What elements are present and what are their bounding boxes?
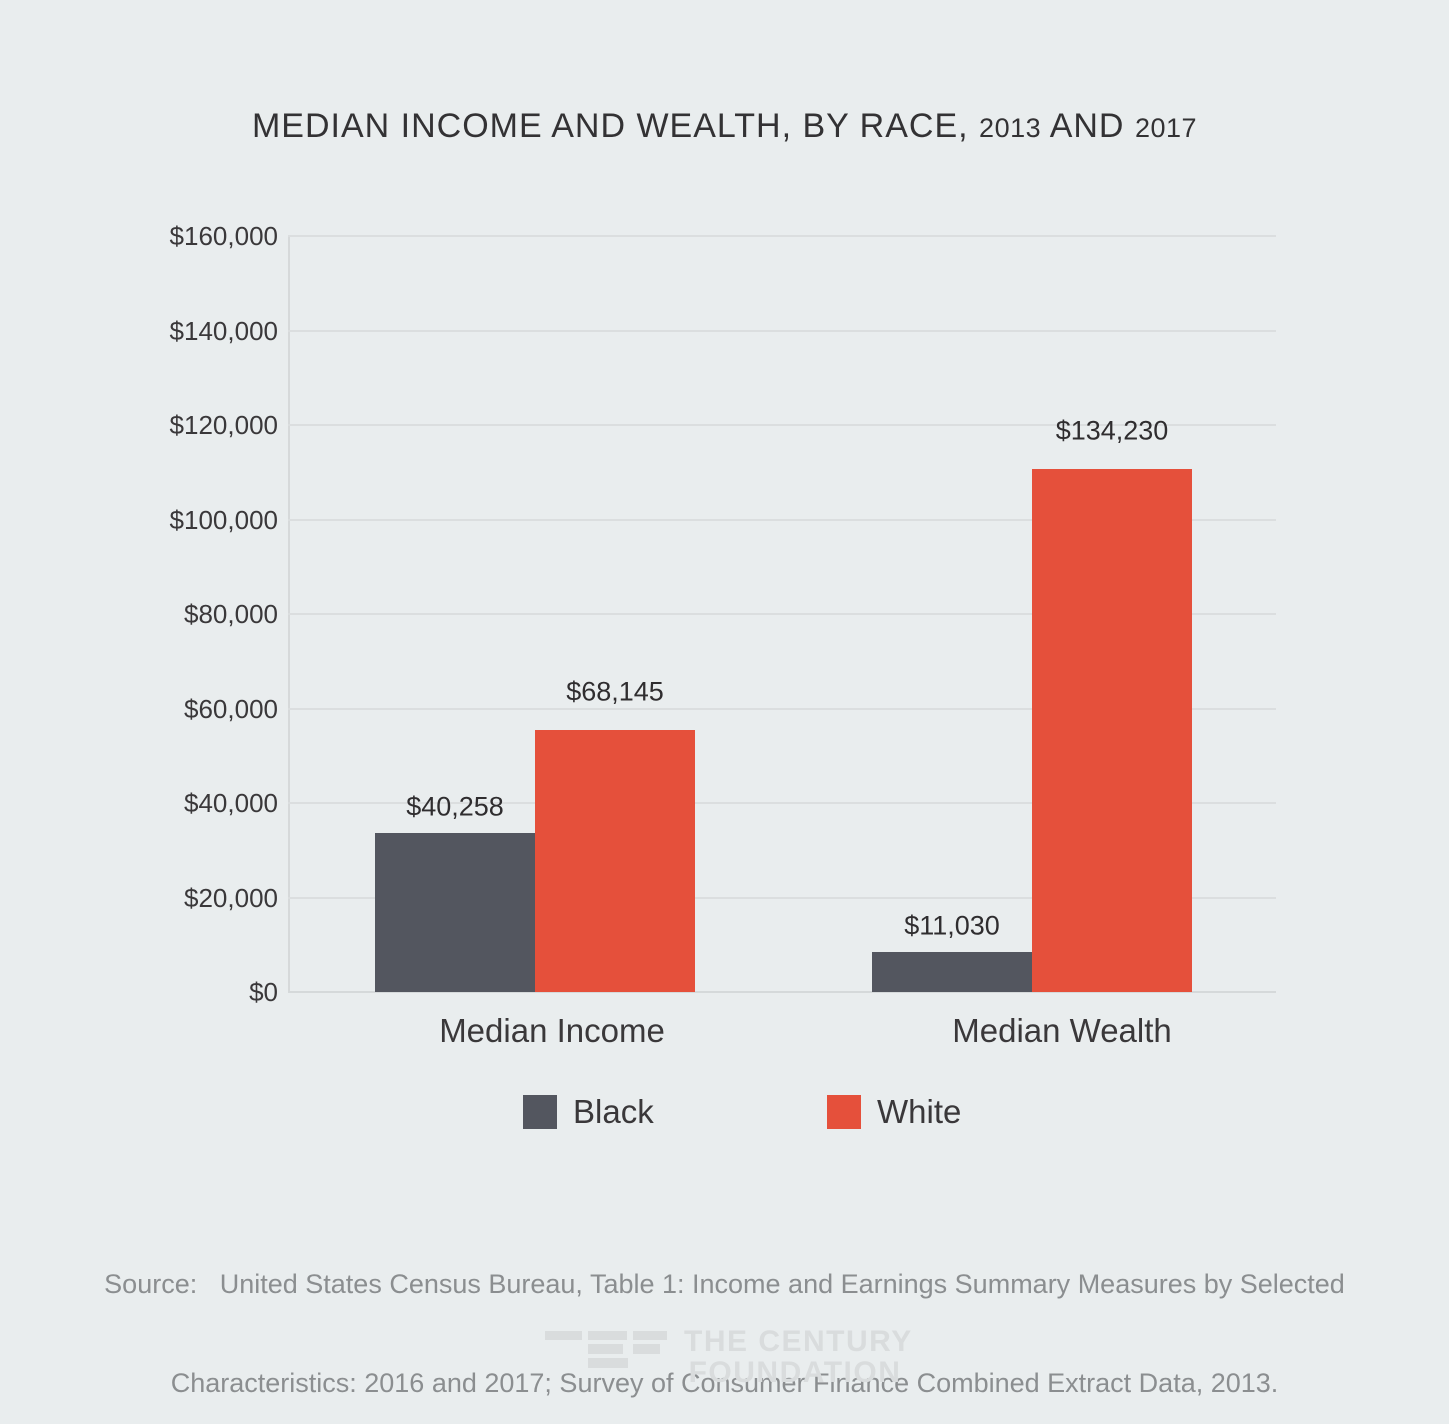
gridline	[288, 235, 1276, 237]
legend-label-black: Black	[573, 1093, 654, 1130]
legend-swatch-white	[827, 1095, 861, 1129]
y-axis-tick-label: $120,000	[169, 410, 278, 440]
value-label-black-median-wealth: $11,030	[904, 910, 1000, 941]
y-axis-tick-label: $40,000	[184, 788, 278, 818]
value-label-black-median-income: $40,258	[406, 791, 504, 822]
bar-black-median-income	[375, 833, 535, 992]
legend-swatch-black	[523, 1095, 557, 1129]
tcf-logo-line-1: THE CENTURY	[684, 1325, 913, 1358]
x-category-label-median-income: Median Income	[439, 1012, 665, 1049]
gridline	[288, 802, 1276, 804]
source-line-1: Source: United States Census Bureau, Tab…	[104, 1269, 1345, 1299]
y-axis-tick-label: $0	[249, 977, 278, 1007]
tcf-logo-line-2: FOUNDATION	[688, 1356, 902, 1389]
tcf-logo-mark-bar	[588, 1344, 623, 1354]
legend-item-black: Black	[523, 1093, 654, 1131]
gridline	[288, 708, 1276, 710]
gridline	[288, 613, 1276, 615]
bar-white-median-income	[535, 730, 695, 992]
tcf-logo-mark-bar	[633, 1344, 660, 1354]
y-axis-tick-label: $100,000	[169, 505, 278, 535]
chart-title-year-2017: 2017	[1134, 113, 1198, 143]
source-line-2: Characteristics: 2016 and 2017; Survey o…	[170, 1368, 1279, 1398]
chart-title: MEDIAN INCOME AND WEALTH, BY RACE, 2013 …	[0, 107, 1449, 146]
x-category-label-median-wealth: Median Wealth	[952, 1012, 1172, 1049]
gridline	[288, 991, 1276, 993]
gridline	[288, 897, 1276, 899]
chart-title-year-2013: 2013	[979, 113, 1042, 143]
y-axis-tick-label: $80,000	[184, 599, 278, 629]
chart-title-and: AND	[1041, 107, 1135, 145]
gridline	[288, 519, 1276, 521]
y-axis-tick-label: $20,000	[184, 883, 278, 913]
source-note: Source: United States Census Bureau, Tab…	[0, 1202, 1449, 1424]
legend-item-white: White	[827, 1093, 961, 1131]
y-axis-tick-label: $60,000	[184, 694, 278, 724]
gridline	[288, 330, 1276, 332]
tcf-logo-text: THE CENTURY FOUNDATION	[684, 1325, 913, 1389]
y-axis-tick-label: $140,000	[169, 316, 278, 346]
value-label-white-median-income: $68,145	[566, 676, 664, 707]
bar-black-median-wealth	[872, 952, 1032, 992]
legend-label-white: White	[877, 1093, 962, 1130]
gridline	[288, 424, 1276, 426]
tcf-logo-mark-bar	[588, 1331, 627, 1340]
plot-area: $40,258 $68,145 $11,030 $134,230	[288, 235, 1276, 993]
chart-title-text: MEDIAN INCOME AND WEALTH, BY RACE,	[251, 107, 980, 145]
tcf-logo-mark-bar	[633, 1331, 667, 1340]
value-label-white-median-wealth: $134,230	[1055, 415, 1169, 446]
tcf-logo-mark-bar	[588, 1358, 628, 1368]
bar-white-median-wealth	[1032, 469, 1192, 992]
tcf-logo-mark-bar	[545, 1331, 582, 1340]
y-axis-tick-label: $160,000	[169, 221, 278, 251]
